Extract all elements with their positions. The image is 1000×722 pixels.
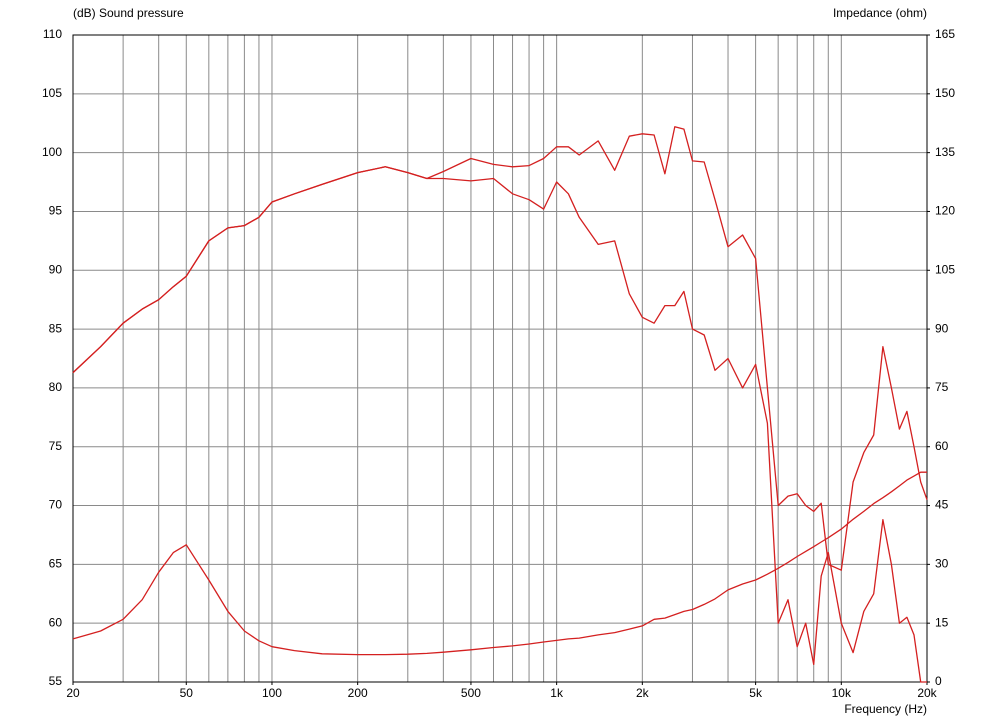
x-tick-label: 1k	[550, 686, 564, 700]
y-tick-label: 85	[49, 321, 63, 335]
y2-tick-label: 165	[935, 27, 955, 41]
y-tick-label: 95	[49, 204, 63, 218]
y-tick-label: 65	[49, 557, 63, 571]
x-axis-label: Frequency (Hz)	[844, 702, 927, 716]
x-tick-label: 50	[180, 686, 194, 700]
y2-tick-label: 0	[935, 674, 942, 688]
y-tick-label: 110	[43, 27, 62, 41]
y-axis-label: (dB) Sound pressure	[73, 6, 184, 20]
y2-axis-label: Impedance (ohm)	[833, 6, 927, 20]
y2-tick-label: 135	[935, 145, 955, 159]
y-tick-label: 100	[42, 145, 62, 159]
y-tick-label: 80	[49, 380, 63, 394]
x-tick-label: 20	[66, 686, 80, 700]
y2-tick-label: 45	[935, 498, 949, 512]
y-tick-label: 75	[49, 439, 63, 453]
y2-tick-label: 75	[935, 380, 949, 394]
response-line	[72, 471, 927, 656]
response-line	[72, 166, 927, 683]
y2-tick-label: 90	[935, 321, 949, 335]
y2-tick-label: 15	[935, 615, 949, 629]
x-tick-label: 20k	[917, 686, 937, 700]
y-tick-label: 60	[49, 615, 63, 629]
response-line	[72, 126, 928, 571]
y2-tick-label: 30	[935, 557, 949, 571]
y-tick-label: 105	[42, 86, 62, 100]
plot-frame	[72, 34, 928, 683]
y2-tick-label: 150	[935, 86, 955, 100]
y-tick-label: 90	[49, 262, 63, 276]
y2-tick-label: 105	[935, 262, 955, 276]
x-tick-label: 5k	[749, 686, 763, 700]
y2-tick-label: 60	[935, 439, 949, 453]
x-tick-label: 2k	[636, 686, 650, 700]
x-tick-label: 200	[348, 686, 368, 700]
x-tick-label: 500	[461, 686, 481, 700]
x-tick-label: 10k	[832, 686, 852, 700]
y-tick-label: 70	[49, 498, 63, 512]
x-tick-label: 100	[262, 686, 282, 700]
y2-tick-label: 120	[935, 204, 955, 218]
y-tick-label: 55	[49, 674, 63, 688]
